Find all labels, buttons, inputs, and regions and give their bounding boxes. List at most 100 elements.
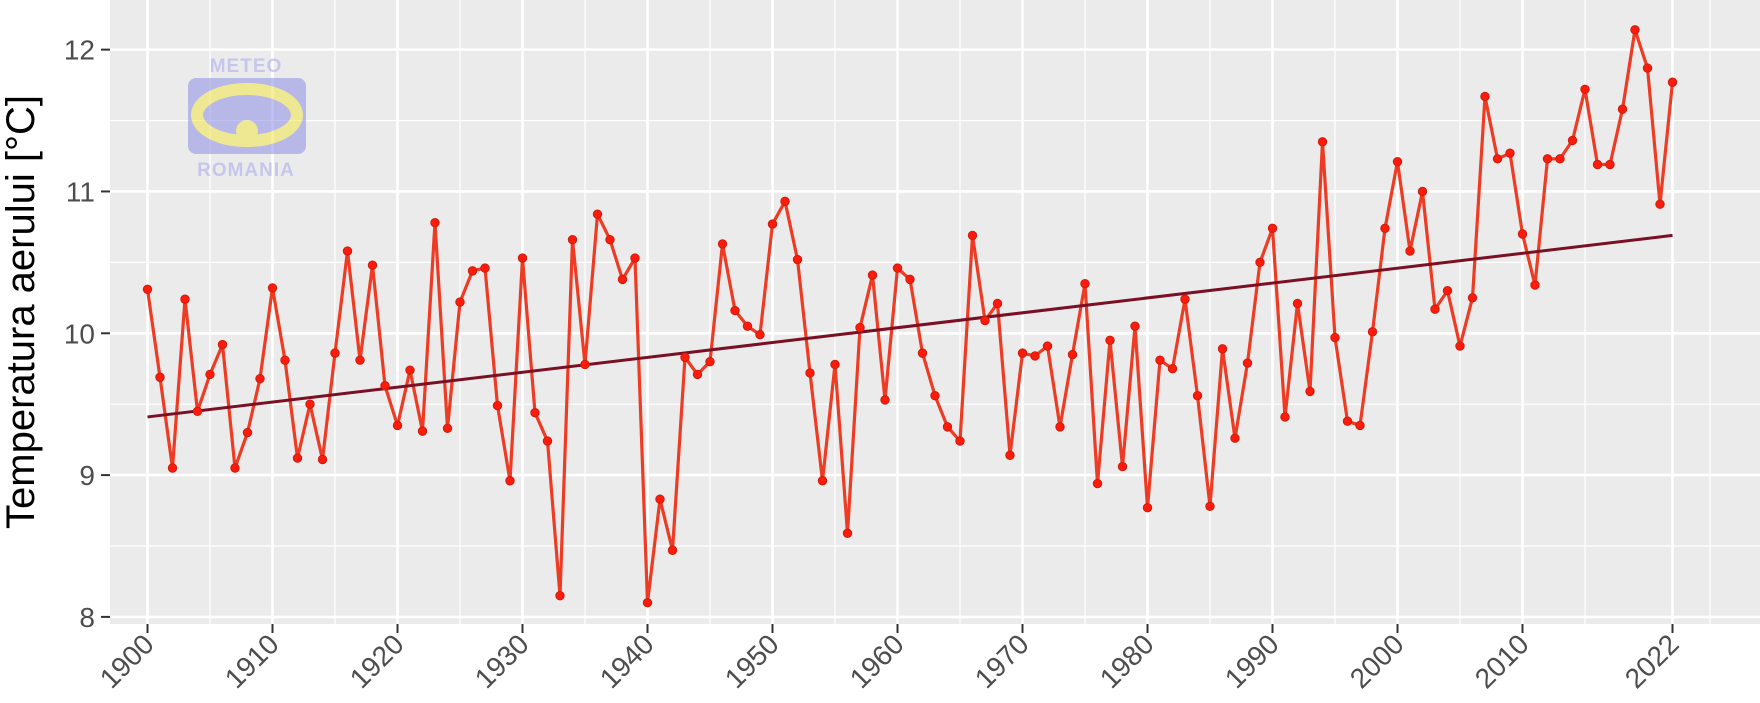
data-point (1480, 91, 1490, 102)
data-point (1205, 501, 1215, 511)
data-point (280, 355, 290, 365)
data-point (1105, 335, 1115, 346)
data-point (655, 494, 665, 504)
data-point (1655, 199, 1665, 209)
data-point (480, 263, 490, 273)
data-point (1592, 159, 1603, 170)
data-point (605, 234, 615, 245)
data-point (842, 528, 853, 538)
x-tick-label: 2022 (1619, 628, 1685, 694)
data-point (730, 305, 740, 316)
data-point (242, 427, 253, 438)
data-point (905, 274, 915, 285)
data-point (467, 266, 478, 276)
data-point (780, 196, 790, 207)
data-point (367, 260, 378, 270)
data-point (392, 420, 403, 431)
data-point (942, 422, 953, 432)
data-point (1530, 280, 1540, 290)
y-tick-label: 9 (79, 460, 95, 491)
data-point (917, 348, 928, 358)
data-point (1667, 77, 1678, 87)
data-point (1142, 503, 1153, 513)
data-point (992, 298, 1003, 309)
data-point (1042, 341, 1053, 351)
meteo-romania-logo: METEO ROMANIA (188, 56, 306, 181)
data-point (230, 463, 240, 473)
data-point (1617, 104, 1628, 114)
data-point (1355, 420, 1365, 431)
data-point (1392, 156, 1403, 167)
data-point (617, 274, 628, 285)
data-point (342, 246, 353, 256)
data-point (742, 321, 753, 331)
data-point (642, 598, 653, 608)
grid-minor (110, 0, 1760, 624)
x-tick-label: 1980 (1094, 628, 1160, 694)
data-point (1492, 154, 1503, 164)
data-point (830, 359, 840, 370)
data-point (567, 234, 578, 245)
data-point (142, 284, 153, 295)
data-point (1230, 433, 1240, 443)
data-point (1167, 364, 1178, 374)
data-point (755, 329, 765, 340)
y-tick-label: 12 (64, 35, 95, 66)
x-tick-label: 1970 (969, 628, 1035, 694)
data-point (1555, 154, 1565, 164)
x-tick-label: 1910 (219, 628, 285, 694)
data-point (492, 400, 503, 411)
data-point (305, 399, 315, 409)
data-point (1305, 386, 1315, 397)
data-point (1267, 223, 1278, 234)
series-layer (142, 25, 1678, 608)
data-point (1517, 229, 1528, 239)
data-point (805, 368, 815, 378)
data-point (1155, 355, 1165, 365)
x-tick-label: 1940 (594, 628, 660, 694)
x-tick-label: 1920 (344, 628, 410, 694)
data-point (955, 436, 965, 446)
data-point (555, 590, 565, 601)
y-tick-labels: 8 9 10 11 12 (64, 35, 95, 633)
data-point (167, 463, 178, 473)
data-point (155, 372, 165, 382)
data-point (1567, 135, 1578, 146)
data-point (417, 426, 428, 436)
data-point (630, 253, 640, 263)
data-point (692, 369, 703, 380)
data-point (1130, 321, 1140, 331)
data-point (505, 476, 515, 486)
data-point (1442, 286, 1453, 296)
data-point (1217, 344, 1228, 354)
axis-ticks (101, 48, 1674, 633)
y-tick-label: 8 (79, 602, 95, 633)
data-point (1092, 478, 1103, 489)
data-point (1055, 422, 1065, 432)
panel-background (110, 0, 1760, 624)
data-point (680, 352, 690, 363)
data-point (542, 436, 553, 446)
data-point (967, 230, 978, 241)
data-point (767, 219, 778, 229)
data-point (1580, 84, 1590, 95)
logo-bottom-text: ROMANIA (197, 160, 295, 181)
data-point (455, 297, 465, 307)
data-point (180, 294, 190, 304)
data-point (580, 359, 590, 370)
data-point (1405, 246, 1415, 256)
data-point (530, 407, 540, 418)
x-tick-label: 1990 (1219, 628, 1285, 694)
data-point (717, 239, 728, 249)
data-point (380, 381, 390, 391)
data-point (205, 369, 215, 380)
data-point (355, 355, 365, 365)
data-point (1192, 390, 1203, 401)
data-point (442, 423, 453, 433)
data-point (1455, 341, 1465, 351)
data-point (1242, 358, 1253, 368)
x-tick-label: 1900 (94, 628, 160, 694)
data-point (1417, 186, 1428, 197)
data-point (405, 365, 415, 375)
